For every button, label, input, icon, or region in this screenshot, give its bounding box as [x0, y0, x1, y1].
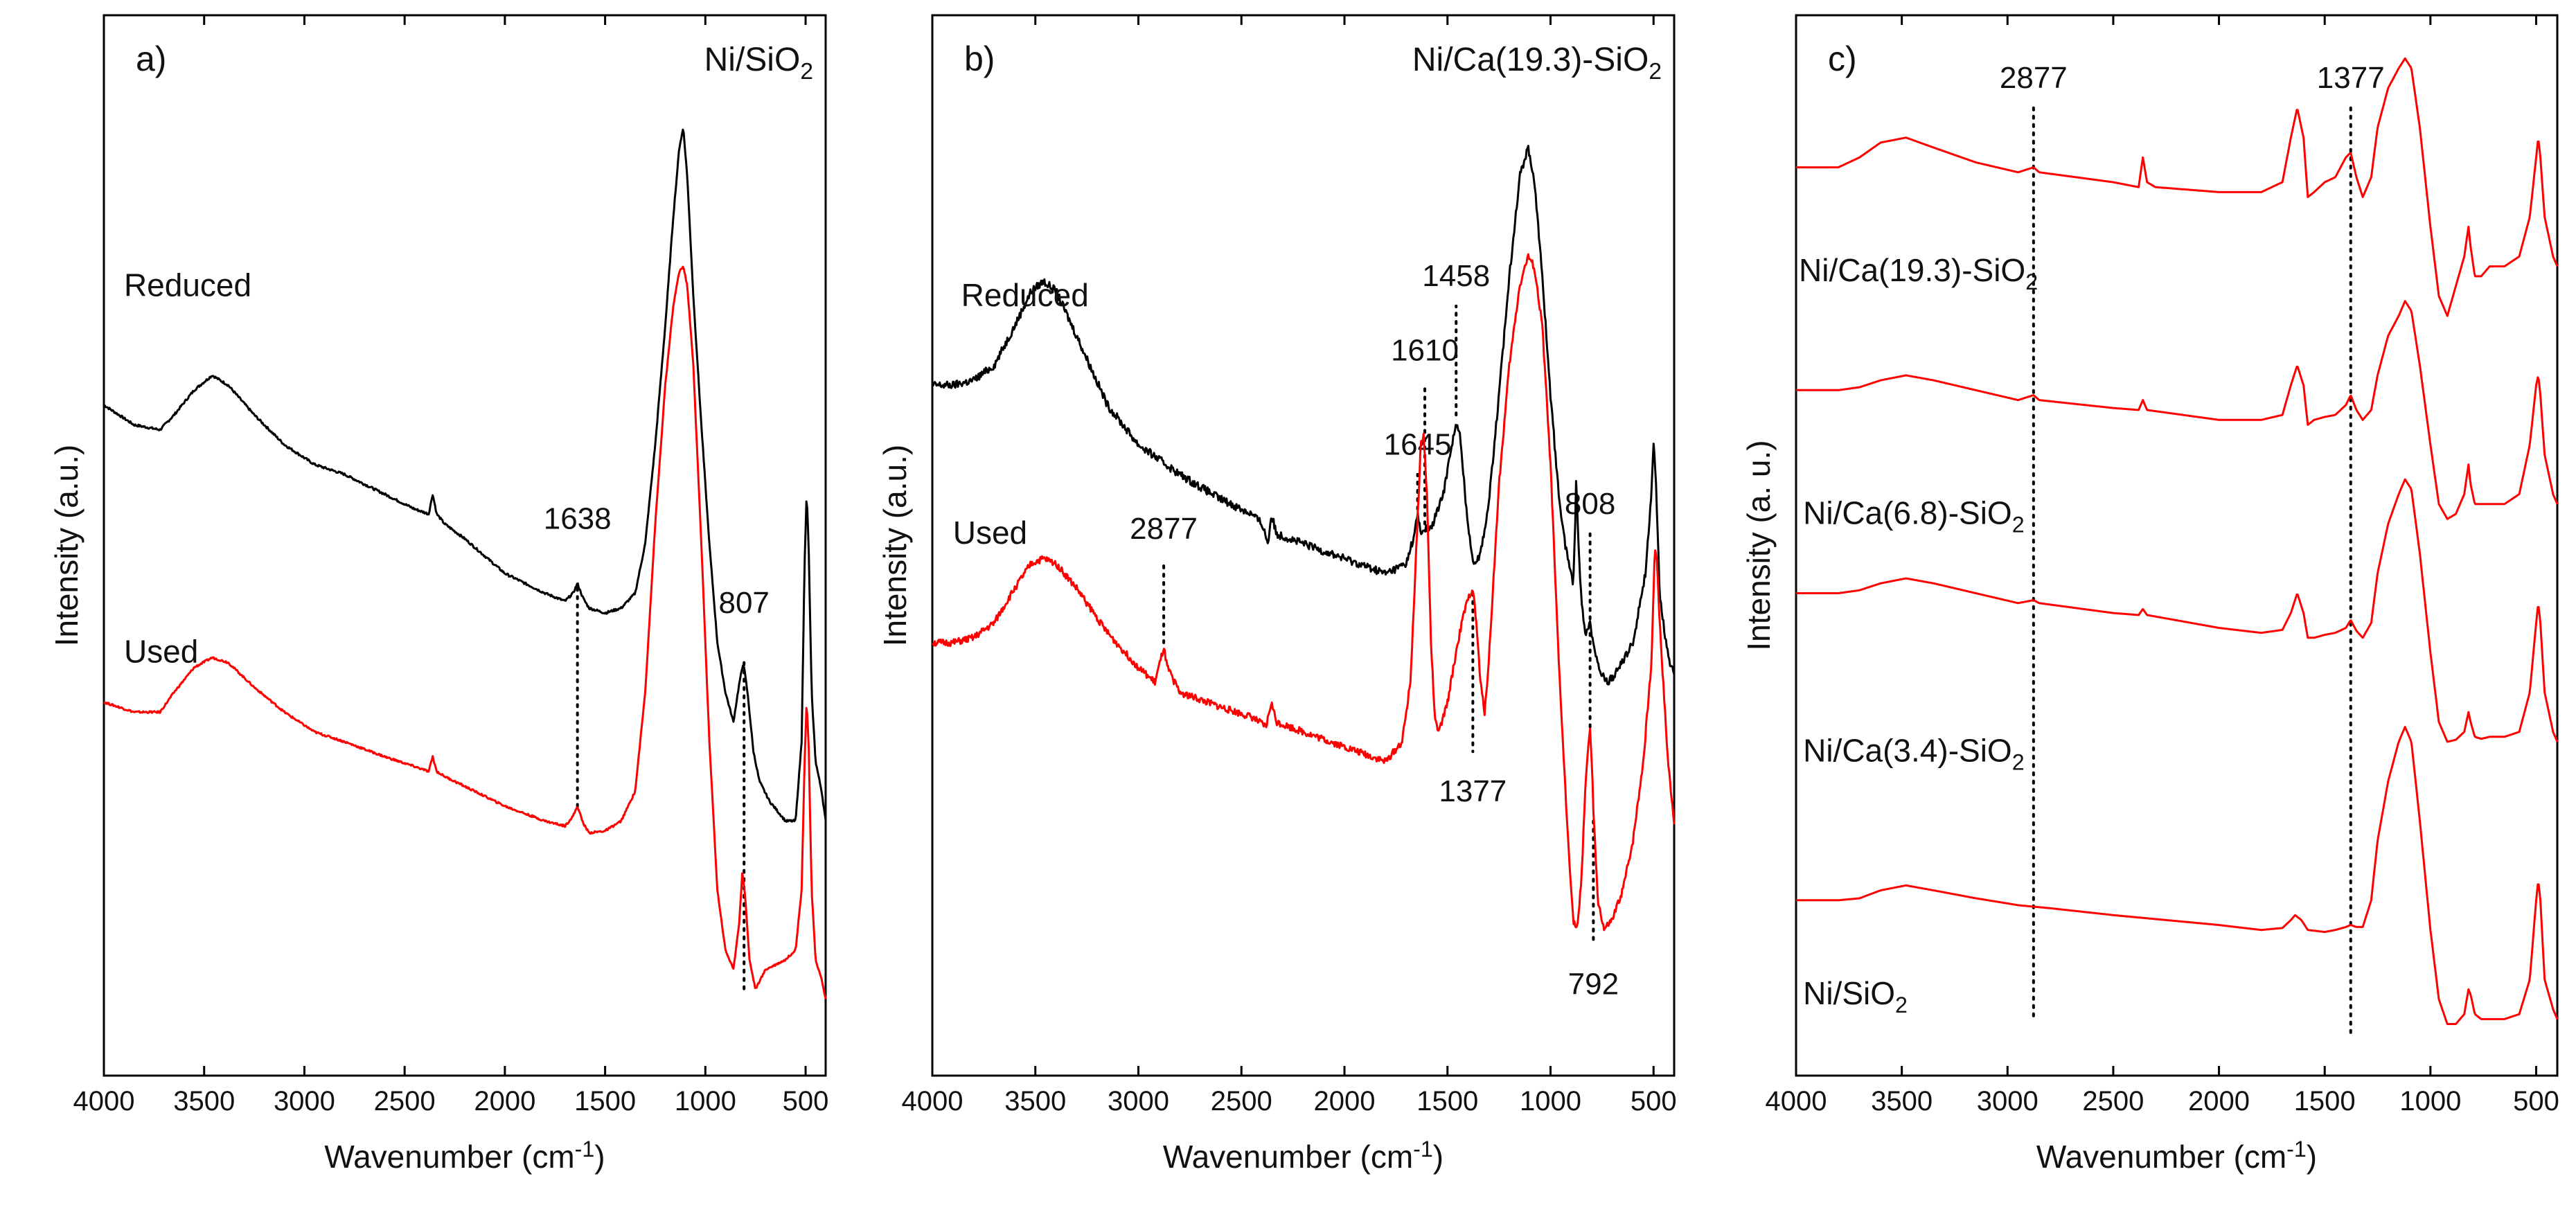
- peak-label: 1610: [1391, 333, 1459, 367]
- chart-panel-3: 4000 3500 3000 2500 2000 1500 1000 500 Wavenumbe…: [1741, 14, 2559, 1175]
- series-label-sub: 2: [2012, 512, 2025, 537]
- y-axis-title: Intensity (a. u.): [1741, 440, 1777, 650]
- x-axis-title-end: ): [594, 1139, 605, 1175]
- plot-frame: [931, 14, 1676, 1077]
- peak-label: 2877: [2000, 61, 2068, 95]
- spectrum-line: [1795, 57, 2559, 317]
- series-label: Ni/Ca(6.8)-SiO2: [1803, 495, 2025, 537]
- sample-title-base: Ni/SiO: [704, 42, 801, 78]
- x-axis-title-main: Wavenumber (cm: [1163, 1139, 1413, 1175]
- x-axis-title-end: ): [1433, 1139, 1444, 1175]
- chart-panel-2: 4000 3500 3000 2500 2000 1500 1000 500 Wavenumbe…: [877, 14, 1677, 1175]
- x-axis-title-main: Wavenumber (cm: [2036, 1139, 2286, 1175]
- series-label: Reduced: [124, 267, 251, 303]
- series-label: Used: [953, 515, 1027, 551]
- plot-frame: [103, 14, 827, 1077]
- spectrum-line: [103, 265, 827, 999]
- panel-letter: a): [136, 39, 166, 78]
- series-label-base: Ni/Ca(3.4)-SiO: [1803, 733, 2012, 769]
- series-label-base: Ni/Ca(6.8)-SiO: [1803, 495, 2012, 531]
- series-label: Ni/Ca(19.3)-SiO2: [1799, 252, 2038, 294]
- sample-title: Ni/Ca(19.3)-SiO2: [1412, 42, 1662, 84]
- series-label-sub: 2: [1895, 993, 1908, 1017]
- peak-label: 1377: [2317, 61, 2385, 95]
- peak-label: 792: [1568, 968, 1619, 1002]
- sample-title: Ni/SiO2: [704, 42, 813, 84]
- spectrum-line: [103, 128, 827, 823]
- plot-frame: [1795, 14, 2559, 1077]
- x-tick-label: 1500: [2294, 1086, 2356, 1116]
- x-tick-label: 2000: [2188, 1086, 2250, 1116]
- series-label: Ni/Ca(3.4)-SiO2: [1803, 733, 2025, 775]
- x-tick-label: 1000: [2399, 1086, 2461, 1116]
- x-tick-label: 2500: [1211, 1086, 1272, 1116]
- spectrum-line: [1795, 300, 2559, 520]
- x-tick-label: 3500: [1871, 1086, 1933, 1116]
- x-tick-label: 3500: [173, 1086, 235, 1116]
- spectrum-line: [1795, 478, 2559, 743]
- x-tick-label: 2000: [1314, 1086, 1376, 1116]
- peak-label: 1638: [544, 502, 612, 536]
- peak-label: 2877: [1130, 512, 1198, 546]
- series-label-sub: 2: [2012, 750, 2025, 775]
- sample-title-sub: 2: [1649, 59, 1662, 84]
- peak-label: 1645: [1384, 427, 1452, 461]
- x-axis-title-sup: -1: [575, 1137, 595, 1162]
- panel-letter: b): [964, 39, 995, 78]
- x-axis-title-end: ): [2307, 1139, 2317, 1175]
- series-label: Used: [124, 634, 198, 670]
- x-tick-label: 3000: [1108, 1086, 1169, 1116]
- peak-label: 1458: [1422, 259, 1490, 293]
- x-tick-label: 500: [1631, 1086, 1677, 1116]
- x-tick-label: 500: [2513, 1086, 2559, 1116]
- spectrum-line: [1795, 726, 2559, 1025]
- panel-letter: c): [1828, 39, 1857, 78]
- x-axis-title-sup: -1: [2286, 1137, 2307, 1162]
- x-tick-label: 4000: [1766, 1086, 1827, 1116]
- x-axis-title-sup: -1: [1413, 1137, 1433, 1162]
- spectrum-line: [932, 253, 1676, 932]
- series-label-base: Ni/Ca(19.3)-SiO: [1799, 252, 2025, 288]
- x-axis-title: Wavenumber (cm-1): [324, 1137, 605, 1175]
- x-tick-label: 4000: [902, 1086, 963, 1116]
- x-tick-label: 1500: [574, 1086, 636, 1116]
- x-axis-title: Wavenumber (cm-1): [2036, 1137, 2317, 1175]
- spectrum-line: [931, 145, 1676, 686]
- x-tick-label: 2500: [374, 1086, 436, 1116]
- x-tick-label: 3500: [1004, 1086, 1066, 1116]
- x-tick-label: 1000: [675, 1086, 736, 1116]
- x-tick-label: 500: [783, 1086, 829, 1116]
- series-label-base: Ni/SiO: [1803, 975, 1895, 1011]
- x-tick-label: 1500: [1416, 1086, 1478, 1116]
- x-tick-label: 4000: [73, 1086, 135, 1116]
- series-label-sub: 2: [2025, 269, 2038, 294]
- x-axis-title: Wavenumber (cm-1): [1163, 1137, 1444, 1175]
- x-tick-label: 2000: [474, 1086, 535, 1116]
- x-tick-label: 3000: [1977, 1086, 2038, 1116]
- chart-panel-1: 4000 3500 3000 2500 2000 1500 1000 500 Wavenumbe…: [48, 14, 829, 1175]
- x-tick-label: 2500: [2082, 1086, 2144, 1116]
- series-label: Ni/SiO2: [1803, 975, 1908, 1017]
- y-axis-title: Intensity (a.u.): [877, 445, 913, 646]
- x-tick-label: 1000: [1520, 1086, 1581, 1116]
- y-axis-title: Intensity (a.u.): [48, 445, 85, 646]
- series-label: Reduced: [961, 277, 1089, 313]
- peak-label: 808: [1565, 487, 1615, 521]
- sample-title-sub: 2: [800, 59, 813, 84]
- peak-label: 1377: [1439, 774, 1507, 808]
- x-tick-label: 3000: [274, 1086, 335, 1116]
- x-axis-title-main: Wavenumber (cm: [324, 1139, 574, 1175]
- sample-title-base: Ni/Ca(19.3)-SiO: [1412, 42, 1649, 78]
- peak-label: 807: [718, 586, 769, 620]
